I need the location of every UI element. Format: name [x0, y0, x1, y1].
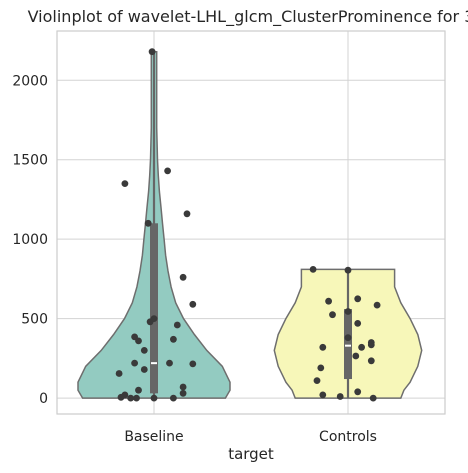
data-point: [148, 48, 156, 56]
data-point: [313, 377, 321, 384]
data-point: [319, 343, 327, 351]
data-point: [317, 364, 325, 372]
data-point: [150, 394, 158, 402]
data-point: [358, 343, 365, 351]
median-marker: [151, 362, 157, 365]
data-point: [144, 219, 152, 227]
data-point: [170, 335, 177, 343]
data-point: [354, 388, 362, 396]
y-tick-label: 500: [21, 312, 48, 328]
data-point: [131, 359, 139, 367]
data-point: [170, 394, 177, 402]
data-point: [354, 295, 362, 303]
chart-title: Violinplot of wavelet-LHL_glcm_ClusterPr…: [28, 7, 468, 27]
data-point: [135, 386, 142, 394]
points-layer: [115, 48, 381, 402]
data-point: [140, 347, 148, 354]
iqr-box: [150, 223, 158, 394]
data-point: [369, 394, 377, 402]
data-point: [189, 360, 197, 368]
data-point: [115, 370, 123, 377]
data-point: [166, 359, 173, 367]
data-point: [336, 393, 344, 400]
plot-frame: [56, 30, 446, 415]
data-point: [325, 297, 332, 305]
data-point: [117, 393, 125, 401]
x-axis-label: target: [228, 445, 274, 463]
data-point: [121, 180, 129, 188]
data-point: [352, 352, 360, 360]
data-point: [127, 394, 135, 402]
data-point: [329, 311, 336, 319]
y-tick-label: 0: [39, 391, 48, 407]
data-point: [354, 320, 362, 327]
data-point: [373, 301, 381, 309]
x-tick-label: Baseline: [124, 429, 183, 445]
data-point: [179, 273, 187, 281]
data-point: [367, 357, 375, 365]
data-point: [140, 366, 148, 373]
y-tick-label: 1000: [12, 232, 48, 248]
data-point: [146, 318, 154, 326]
data-point: [344, 308, 352, 315]
data-point: [189, 300, 197, 308]
data-point: [367, 341, 375, 349]
x-tick-label: Controls: [319, 429, 377, 445]
y-tick-label: 2000: [12, 73, 48, 89]
data-point: [344, 266, 352, 274]
data-point: [164, 167, 172, 175]
data-point: [183, 210, 191, 218]
iqr-box: [344, 309, 352, 380]
data-point: [135, 337, 142, 345]
data-point: [179, 389, 187, 397]
data-point: [344, 334, 352, 342]
x-tick-labels: Baseline Controls: [124, 429, 377, 445]
y-tick-label: 1500: [12, 153, 48, 169]
y-tick-labels: 0 500 1000 1500 2000: [12, 73, 48, 407]
data-point: [319, 391, 327, 399]
median-marker: [345, 344, 351, 347]
data-point: [133, 394, 140, 402]
data-point: [179, 383, 187, 391]
data-point: [309, 266, 317, 273]
data-point: [173, 321, 181, 329]
violins-layer: [77, 50, 423, 399]
